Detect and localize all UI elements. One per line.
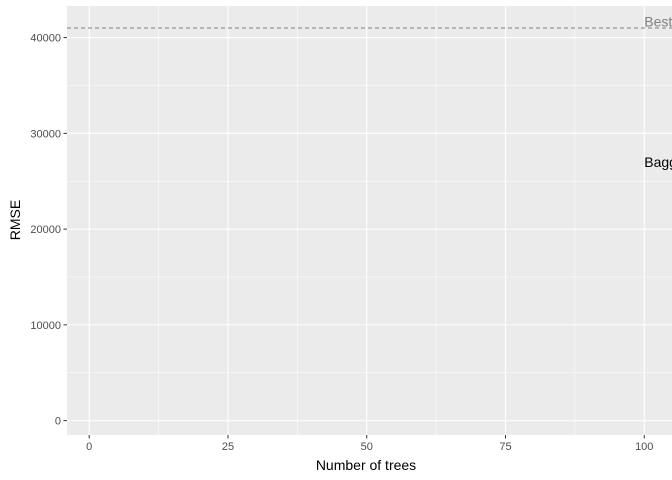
x-axis-title: Number of trees — [316, 457, 416, 473]
y-tick-label: 20000 — [30, 224, 61, 236]
x-tick-label: 75 — [499, 441, 511, 453]
y-tick-label: 0 — [55, 416, 61, 428]
plot-panel — [67, 6, 672, 435]
annotation-best: Best — [644, 13, 672, 29]
gridlines — [67, 6, 672, 435]
y-tick-label: 30000 — [30, 128, 61, 140]
y-tick-label: 10000 — [30, 320, 61, 332]
y-tick-label: 40000 — [30, 33, 61, 45]
annotations: Best Bagg — [644, 13, 672, 170]
y-axis-title: RMSE — [7, 200, 23, 240]
annotation-bagg: Bagg — [644, 154, 672, 170]
y-axis: 0 10000 20000 30000 40000 — [30, 33, 67, 428]
x-tick-label: 100 — [635, 441, 653, 453]
x-axis: 0 25 50 75 100 — [86, 435, 653, 453]
x-tick-label: 50 — [361, 441, 373, 453]
x-tick-label: 25 — [222, 441, 234, 453]
x-tick-label: 0 — [86, 441, 92, 453]
